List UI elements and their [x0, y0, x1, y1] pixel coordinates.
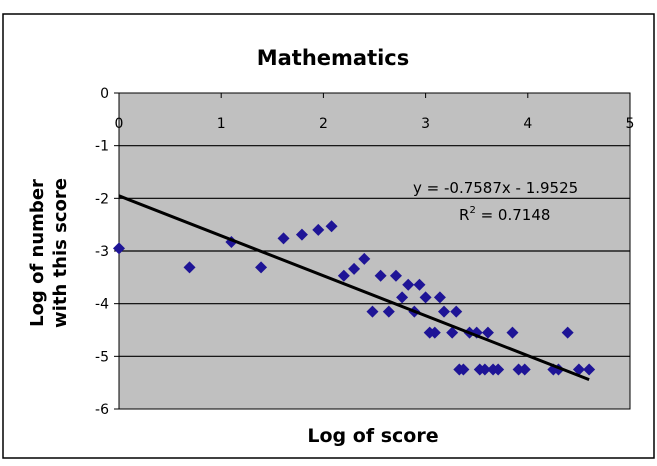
- data-point: [437, 305, 450, 318]
- data-point: [561, 326, 574, 339]
- data-point: [325, 220, 338, 233]
- data-point: [428, 326, 441, 339]
- data-point: [183, 261, 196, 274]
- y-tick-labels: 0 -1 -2 -3 -4 -5 -6: [95, 86, 109, 418]
- r-squared-superscript: 2: [469, 205, 475, 216]
- y-tick-label: -2: [95, 191, 109, 207]
- data-point: [512, 363, 525, 376]
- trendline: [118, 194, 590, 382]
- trendline-r-squared: R2 = 0.7148: [459, 205, 550, 224]
- trendline-equation: y = -0.7587x - 1.9525: [413, 179, 578, 197]
- data-point: [583, 363, 596, 376]
- x-tick-label: 5: [626, 116, 635, 132]
- data-point: [402, 278, 415, 291]
- data-point: [446, 326, 459, 339]
- chart-title: Mathematics: [257, 46, 410, 70]
- data-point: [277, 232, 290, 245]
- x-tick-labels: 0 1 2 3 4 5: [115, 116, 635, 132]
- data-point: [382, 305, 395, 318]
- x-axis-title: Log of score: [307, 425, 438, 447]
- data-point: [295, 228, 308, 241]
- trendline-layer: [118, 194, 590, 382]
- data-point: [478, 363, 491, 376]
- data-point: [433, 291, 446, 304]
- y-tick-label: -5: [95, 349, 109, 365]
- y-axis-title-line-2: with this score: [50, 178, 71, 328]
- r-squared-value: = 0.7148: [476, 206, 551, 224]
- data-point: [450, 305, 463, 318]
- y-axis-title-line-1: Log of number: [27, 179, 48, 327]
- gridlines: [114, 92, 631, 410]
- data-point: [337, 269, 350, 282]
- data-point: [457, 363, 470, 376]
- data-point: [413, 278, 426, 291]
- data-point: [419, 291, 432, 304]
- data-point: [348, 262, 361, 275]
- data-point: [366, 305, 379, 318]
- data-point: [396, 291, 409, 304]
- x-tick-label: 1: [217, 116, 226, 132]
- y-axis-title: Log of number with this score: [27, 178, 71, 328]
- x-tick-label: 3: [421, 116, 430, 132]
- y-tick-label: -3: [95, 244, 109, 260]
- data-point: [312, 223, 325, 236]
- data-point: [572, 363, 585, 376]
- data-point: [389, 269, 402, 282]
- data-point: [492, 363, 505, 376]
- y-tick-label: -1: [95, 139, 109, 155]
- y-tick-label: 0: [100, 86, 109, 102]
- data-point: [113, 242, 125, 255]
- data-point: [358, 252, 371, 265]
- y-tick-label: -4: [95, 297, 109, 313]
- data-point: [518, 363, 531, 376]
- data-point: [374, 269, 387, 282]
- data-point: [506, 326, 519, 339]
- x-tick-label: 0: [115, 116, 124, 132]
- r-squared-prefix: R: [459, 206, 469, 224]
- data-point: [255, 261, 268, 274]
- x-tick-label: 2: [319, 116, 328, 132]
- y-tick-label: -6: [95, 402, 109, 418]
- x-tick-label: 4: [523, 116, 532, 132]
- data-point: [481, 326, 494, 339]
